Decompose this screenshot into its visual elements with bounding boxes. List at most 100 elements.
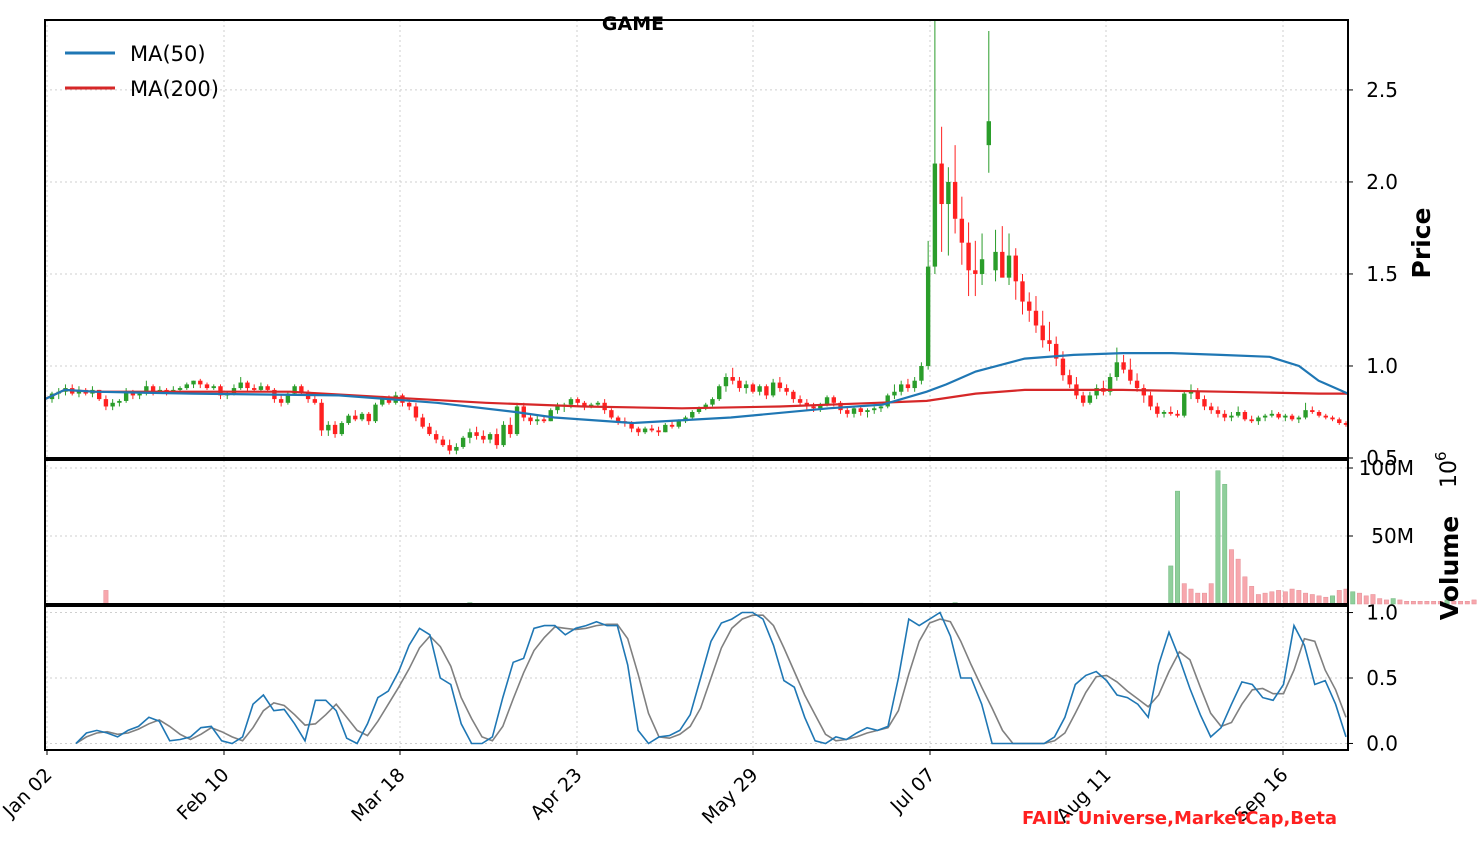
candle-body — [818, 404, 823, 409]
candle-body — [743, 384, 749, 389]
candle-body — [1182, 393, 1187, 416]
oscillator-d-line — [75, 614, 1347, 745]
candle-body — [717, 386, 722, 400]
candle-body — [319, 402, 324, 431]
candle-body — [285, 393, 291, 403]
candle-body — [1276, 413, 1281, 418]
volume-bar — [1228, 549, 1234, 605]
candle-body — [925, 266, 931, 366]
candle-body — [919, 365, 924, 381]
ma50-line — [44, 352, 1349, 425]
volume-bar — [1215, 470, 1221, 605]
candle-body — [575, 399, 580, 403]
candle-body — [555, 406, 560, 411]
price-panel — [44, 20, 1349, 455]
volume-tick-label: 50M — [1371, 524, 1414, 548]
candle-body — [811, 406, 816, 409]
candle-body — [1316, 411, 1322, 416]
candle-body — [1262, 415, 1268, 418]
candle-body — [1000, 251, 1005, 278]
candle-body — [292, 386, 297, 394]
candle-body — [332, 424, 338, 435]
volume-bar — [1282, 591, 1288, 605]
volume-bar — [1296, 590, 1302, 605]
candle-body — [568, 399, 574, 405]
x-tick-label: Apr 23 — [526, 764, 586, 824]
candle-body — [353, 415, 358, 420]
volume-bar — [1175, 490, 1180, 605]
volume-panel-frame — [44, 459, 1349, 605]
candle-body — [1168, 411, 1173, 414]
volume-bar — [1269, 591, 1275, 605]
candle-body — [413, 406, 419, 418]
candle-body — [481, 435, 486, 440]
candle-body — [993, 251, 998, 271]
candle-body — [784, 388, 789, 392]
candle-body — [238, 382, 243, 389]
candle-body — [892, 391, 897, 396]
price-tick-label: 1.5 — [1366, 262, 1398, 286]
candle-body — [757, 386, 762, 392]
candle-body — [770, 382, 776, 396]
candle-body — [1289, 415, 1295, 420]
candle-body — [1310, 410, 1315, 412]
candle-body — [528, 417, 533, 422]
volume-bar — [1350, 591, 1356, 605]
candle-body — [777, 382, 783, 389]
candle-body — [420, 417, 425, 427]
candle-body — [582, 402, 587, 407]
candle-body — [1209, 406, 1214, 411]
candle-body — [1107, 377, 1113, 392]
candle-body — [797, 399, 803, 403]
candle-body — [366, 413, 371, 422]
candle-body — [696, 408, 702, 412]
candle-body — [117, 400, 122, 403]
candle-body — [1161, 411, 1167, 414]
candle-body — [407, 402, 412, 407]
candle-body — [1242, 411, 1248, 420]
volume-bar — [1383, 599, 1389, 605]
x-tick-label: Jul 07 — [886, 764, 940, 818]
price-tick-label: 0.5 — [1366, 446, 1398, 470]
candle-body — [474, 432, 479, 436]
candle-body — [1195, 391, 1200, 400]
candle-body — [1215, 410, 1221, 414]
candle-body — [845, 410, 850, 414]
candle-body — [501, 424, 506, 446]
volume-bar — [1370, 594, 1376, 605]
candle-body — [110, 402, 115, 407]
candle-body — [548, 410, 553, 422]
candle-body — [885, 395, 890, 407]
volume-bar — [1242, 576, 1248, 605]
volume-bar — [1208, 583, 1214, 605]
candle-body — [359, 413, 365, 420]
volume-bar — [1181, 583, 1187, 605]
volume-axis-title: Volume — [1435, 516, 1464, 621]
candle-body — [1283, 415, 1288, 418]
candle-body — [1114, 362, 1120, 378]
candle-body — [1303, 410, 1308, 418]
oscillator-panel — [75, 611, 1347, 745]
volume-bar — [1276, 590, 1282, 605]
candle-body — [615, 417, 621, 422]
price-tick-label: 2.5 — [1366, 78, 1398, 102]
oscillator-tick-label: 0.5 — [1366, 666, 1398, 690]
candle-body — [96, 389, 102, 400]
candle-body — [1256, 417, 1261, 422]
candle-body — [1027, 301, 1032, 311]
legend-label-ma200: MA(200) — [130, 77, 219, 101]
candle-body — [150, 386, 156, 392]
volume-bar — [1303, 592, 1309, 605]
chart-title: GAME — [602, 13, 664, 35]
candle-body — [966, 242, 971, 271]
candle-body — [872, 408, 877, 411]
volume-bar — [1222, 484, 1228, 605]
volume-bar — [1431, 601, 1437, 605]
candle-body — [669, 424, 675, 427]
volume-bar — [1417, 601, 1423, 605]
candle-body — [952, 181, 958, 219]
candle-body — [1121, 362, 1126, 370]
candle-body — [865, 410, 870, 412]
candle-body — [1188, 391, 1194, 394]
candle-body — [514, 406, 520, 435]
